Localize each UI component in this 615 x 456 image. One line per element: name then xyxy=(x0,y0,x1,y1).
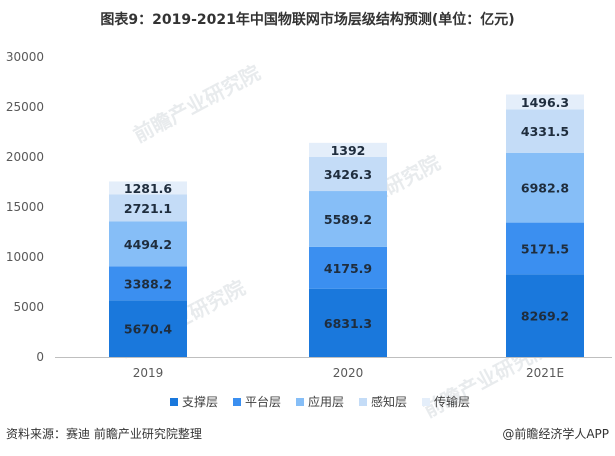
legend-label: 支撑层 xyxy=(182,394,218,409)
legend: 支撑层 平台层 应用层 感知层 传输层 xyxy=(170,394,470,409)
data-label: 1281.6 xyxy=(124,181,173,196)
bar-stack-2019: 5670.4 3388.2 4494.2 2721.1 1281.6 xyxy=(109,181,187,357)
chart-title: 图表9：2019-2021年中国物联网市场层级结构预测(单位：亿元) xyxy=(100,12,515,28)
data-label: 5589.2 xyxy=(324,212,372,227)
x-axis: 2019 2020 2021E xyxy=(55,357,612,380)
bar-segment xyxy=(109,300,187,357)
app-credit: @前瞻经济学人APP xyxy=(502,427,609,441)
y-tick-label: 0 xyxy=(36,350,44,364)
x-tick-label: 2019 xyxy=(133,366,164,380)
bar-segment xyxy=(109,266,187,301)
data-label: 4331.5 xyxy=(521,124,569,139)
y-tick-label: 5000 xyxy=(13,300,44,314)
legend-label: 感知层 xyxy=(371,394,407,409)
bar-segment xyxy=(309,246,387,289)
y-axis: 0 5000 10000 15000 20000 25000 30000 xyxy=(6,50,44,364)
legend-item: 传输层 xyxy=(422,394,470,409)
y-tick-label: 25000 xyxy=(6,100,44,114)
legend-item: 平台层 xyxy=(233,394,281,409)
bar-stack-2021E: 8269.2 5171.5 6982.8 4331.5 1496.3 xyxy=(506,94,584,357)
legend-swatch xyxy=(170,398,178,406)
y-tick-label: 30000 xyxy=(6,50,44,64)
watermark-text: 前瞻产业研究院 xyxy=(129,60,264,147)
x-tick-label: 2021E xyxy=(526,366,564,380)
y-tick-label: 15000 xyxy=(6,200,44,214)
data-label: 5171.5 xyxy=(521,241,569,256)
bar-segment xyxy=(309,191,387,247)
legend-swatch xyxy=(359,398,367,406)
bar-segment xyxy=(309,288,387,357)
bar-segment xyxy=(109,221,187,267)
legend-swatch xyxy=(422,398,430,406)
legend-item: 支撑层 xyxy=(170,394,218,409)
data-label: 2721.1 xyxy=(124,201,172,216)
y-tick-label: 20000 xyxy=(6,150,44,164)
data-label: 1496.3 xyxy=(521,95,569,110)
source-note: 资料来源：赛迪 前瞻产业研究院整理 xyxy=(6,427,202,441)
data-label: 6831.3 xyxy=(324,316,372,331)
x-tick-label: 2020 xyxy=(333,366,364,380)
bar-segment xyxy=(506,152,584,223)
legend-swatch xyxy=(296,398,304,406)
legend-item: 应用层 xyxy=(296,394,344,409)
bar-segment xyxy=(506,94,584,110)
bar-segment xyxy=(309,156,387,192)
data-label: 1392 xyxy=(331,143,366,158)
legend-item: 感知层 xyxy=(359,394,407,409)
legend-label: 应用层 xyxy=(308,394,344,409)
bar-segment xyxy=(109,181,187,195)
data-label: 3426.3 xyxy=(324,167,372,182)
bar-segment xyxy=(109,194,187,222)
bar-segment xyxy=(506,222,584,275)
data-label: 5670.4 xyxy=(124,322,173,337)
bar-segment xyxy=(506,109,584,153)
data-label: 8269.2 xyxy=(521,309,569,324)
bar-segment xyxy=(506,274,584,357)
y-tick-label: 10000 xyxy=(6,250,44,264)
bars-layer: 5670.4 3388.2 4494.2 2721.1 1281.6 6831.3 4175… xyxy=(109,94,584,357)
legend-label: 平台层 xyxy=(245,394,281,409)
data-label: 4494.2 xyxy=(124,237,172,252)
data-label: 4175.9 xyxy=(324,261,372,276)
bar-segment xyxy=(309,142,387,157)
legend-label: 传输层 xyxy=(434,394,470,409)
data-label: 3388.2 xyxy=(124,276,172,291)
bar-stack-2020: 6831.3 4175.9 5589.2 3426.3 1392 xyxy=(309,143,387,357)
legend-swatch xyxy=(233,398,241,406)
data-label: 6982.8 xyxy=(521,181,569,196)
